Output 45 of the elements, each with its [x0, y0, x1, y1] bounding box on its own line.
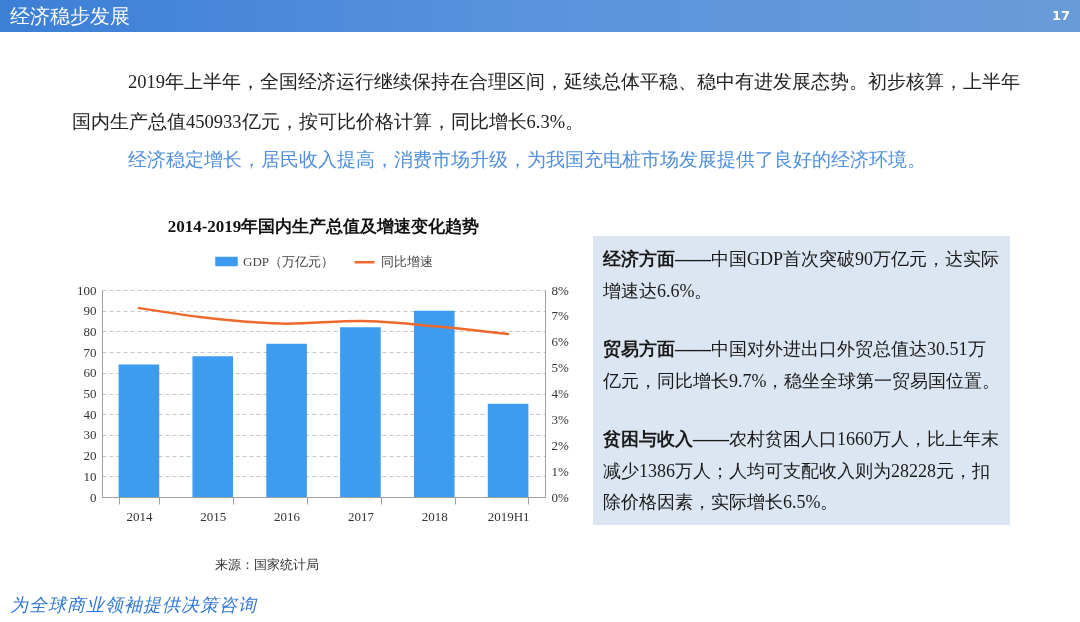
- y2-tick-label: 4%: [551, 386, 569, 401]
- x-tick-label: 2019H1: [487, 508, 530, 524]
- bar: [413, 310, 455, 497]
- text: 经济稳步发展: [10, 3, 130, 29]
- chart-title: 2014-2019年国内生产总值及增速变化趋势: [167, 217, 480, 236]
- x-tick-label: 2017: [347, 508, 375, 524]
- y2-tick-label: 3%: [551, 411, 569, 427]
- text: 经济稳定增长，居民收入提高，消费市场升级，为我国充电桩市场发展提供了良好的经济环境。: [128, 149, 927, 172]
- x-tick-label: 2014: [126, 508, 153, 524]
- y2-tick-label: 7%: [551, 308, 569, 324]
- text: 17: [1050, 7, 1070, 25]
- y-tick-label: 90: [83, 303, 97, 319]
- bar: [340, 327, 381, 497]
- legend-label: GDP（万亿元）: [243, 253, 335, 269]
- y-tick-label: 100: [77, 282, 97, 298]
- text: 2019年上半年，全国经济运行继续保持在合理区间，延续总体平稳、稳中有进发展态势。初步核算，上半年国内生产总值450933亿元，按可比价格计算，同比增长6.3%。: [72, 71, 1021, 134]
- x-tick-label: 2015: [200, 508, 227, 524]
- y2-tick-label: 0%: [551, 489, 569, 505]
- y-tick-label: 10: [83, 468, 97, 484]
- x-tick-label: 2016: [274, 508, 301, 524]
- y-tick-label: 80: [83, 323, 97, 339]
- y2-tick-label: 5%: [551, 360, 569, 376]
- y-tick-label: 50: [83, 386, 97, 401]
- x-tick-label: 2018: [421, 508, 448, 524]
- y2-tick-label: 1%: [551, 463, 569, 479]
- source-note: 来源：国家统计局: [215, 556, 319, 574]
- line-series: [137, 306, 510, 336]
- y-tick-label: 0: [90, 489, 97, 505]
- bar: [118, 364, 160, 497]
- bar: [487, 403, 529, 497]
- text: 经济方面——中国GDP首次突破90万亿元，达实际增速达6.6%。: [603, 248, 1000, 303]
- y2-tick-label: 2%: [551, 437, 569, 453]
- y2-tick-label: 8%: [551, 282, 569, 298]
- legend-label: 同比增速: [381, 254, 433, 270]
- y-tick-label: 40: [83, 406, 97, 422]
- y-tick-label: 30: [83, 427, 97, 443]
- bar: [192, 356, 234, 497]
- y-tick-label: 20: [83, 448, 97, 464]
- text: 为全球商业领袖提供决策咨询: [10, 594, 257, 616]
- bar: [266, 343, 307, 497]
- y-tick-label: 60: [83, 365, 97, 381]
- y-tick-label: 70: [83, 344, 97, 360]
- text: 贸易方面——中国对外进出口外贸总值达30.51万亿元，同比增长9.7%，稳坐全球第一贸易国位置。: [603, 338, 1001, 393]
- y2-tick-label: 6%: [551, 334, 569, 350]
- text: 贫困与收入——农村贫困人口1660万人，比上年末减少1386万人；人均可支配收入则为28228元，扣除价格因素，实际增长6.5%。: [603, 428, 1000, 514]
